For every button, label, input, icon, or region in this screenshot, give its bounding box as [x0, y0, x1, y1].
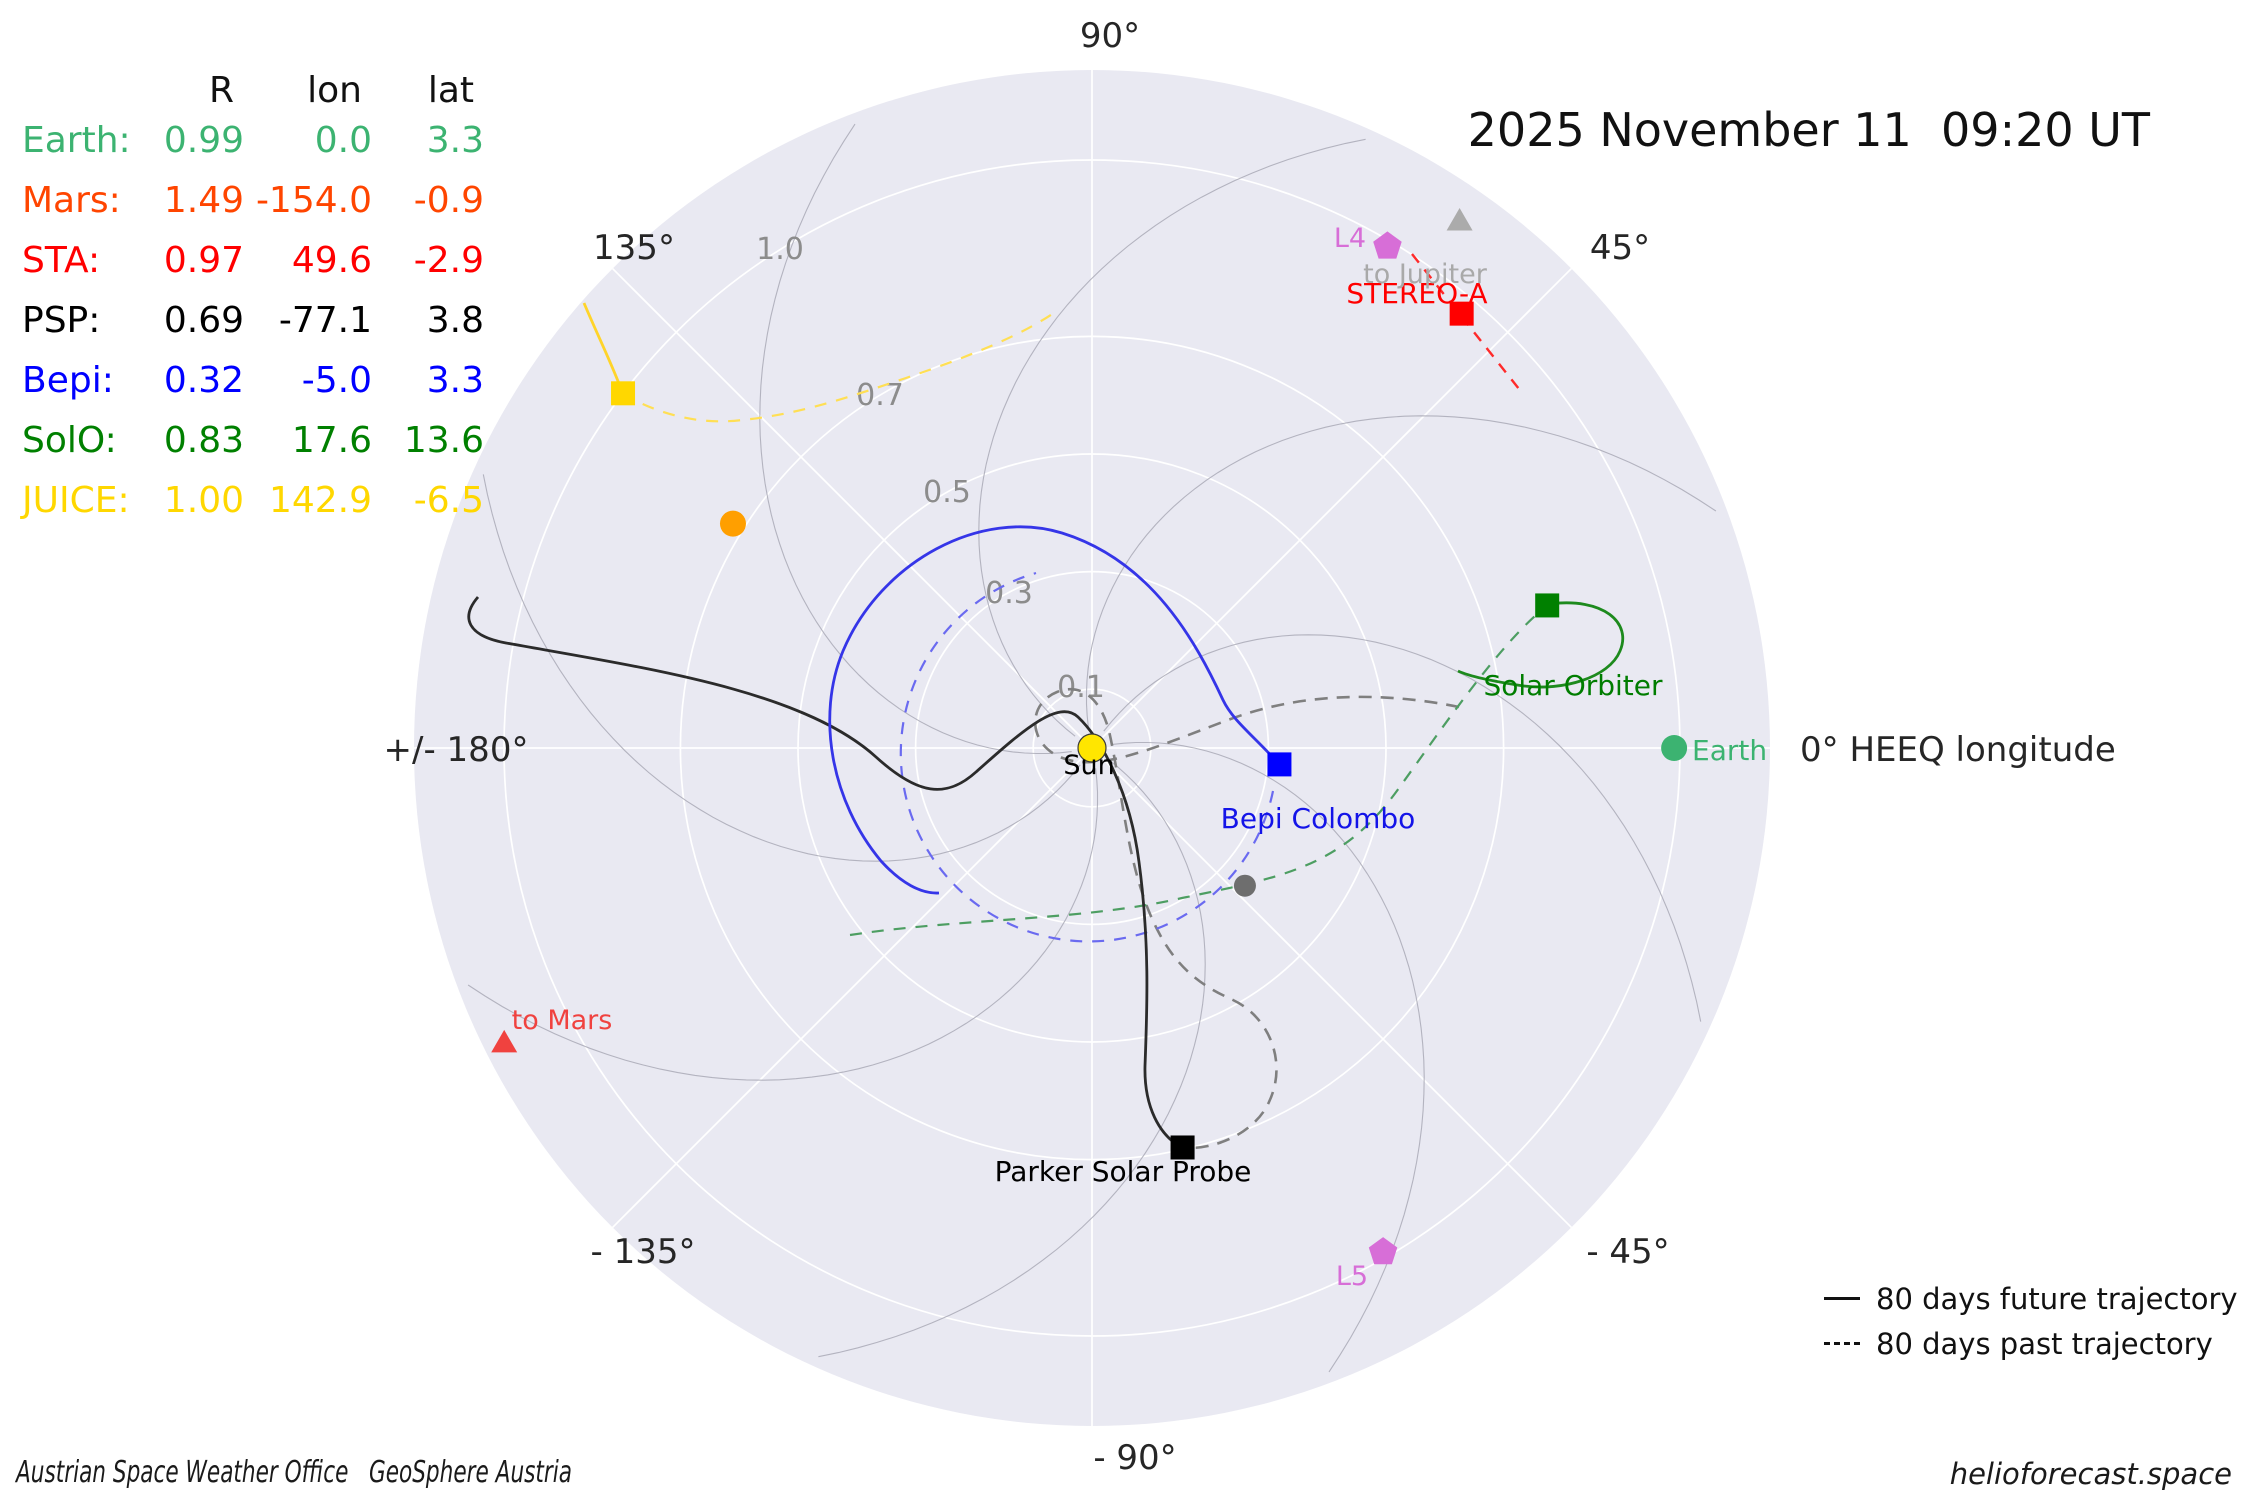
datetime-label: 2025 November 11 09:20 UT	[1467, 103, 2150, 157]
table-header-lat: lat	[427, 69, 474, 111]
trajectory-juice-past	[622, 309, 1059, 423]
object-label-Earth: Earth	[1692, 734, 1767, 767]
marker-to-jupiter	[1446, 208, 1473, 231]
grid-spoke-45	[1091, 267, 1573, 749]
trajectory-bepi-past	[899, 571, 1275, 943]
parker-spiral-line	[1085, 415, 1717, 728]
marker-JUICE	[611, 381, 636, 406]
solid-line-icon	[1824, 1297, 1860, 1300]
trajectory-psp-future	[467, 596, 1184, 1150]
object-label-SolO: Solar Orbiter	[1483, 669, 1663, 702]
legend-past-label: 80 days past trajectory	[1876, 1326, 2213, 1361]
footer-organisation: Austrian Space Weather Office GeoSphere …	[16, 1455, 572, 1490]
table-header-lon: lon	[307, 69, 362, 111]
angle-tick-label: 135°	[593, 228, 675, 268]
parker-spiral-line	[1112, 741, 1425, 1373]
legend-row-future: 80 days future trajectory	[1824, 1276, 2238, 1321]
marker-L5	[1368, 1237, 1398, 1265]
angle-tick-label: 90°	[1080, 16, 1140, 56]
grid-spoke-315	[1091, 747, 1573, 1229]
radial-tick-label-0.1: 0.1	[1057, 670, 1105, 705]
marker-L4	[1373, 231, 1402, 259]
marker-Venus	[719, 510, 746, 537]
radial-tick-label-1.0: 1.0	[756, 232, 804, 267]
object-label-to-jupiter: to Jupiter	[1363, 259, 1488, 290]
marker-Earth	[1661, 735, 1688, 761]
table-row-mars: Mars: 1.49 -154.0 -0.9	[22, 179, 484, 221]
parker-spiral-line	[482, 474, 1081, 862]
footer-website: helioforecast.space	[1949, 1457, 2232, 1491]
grid-spoke-135	[611, 267, 1093, 749]
table-row-bepi: Bepi: 0.32 -5.0 3.3	[22, 359, 484, 401]
legend-row-past: 80 days past trajectory	[1824, 1321, 2238, 1366]
radial-tick-label-0.5: 0.5	[923, 475, 971, 510]
object-label-L4: L4	[1334, 223, 1366, 254]
object-label-PSP: Parker Solar Probe	[995, 1155, 1252, 1188]
angle-tick-label: 45°	[1590, 228, 1650, 268]
angle-tick-label: - 135°	[591, 1232, 696, 1272]
parker-spiral-line	[759, 123, 1072, 755]
marker-Sun	[1077, 733, 1107, 763]
table-row-solo: SolO: 0.83 17.6 13.6	[22, 419, 484, 461]
dashed-line-icon	[1824, 1342, 1860, 1345]
table-row-psp: PSP: 0.69 -77.1 3.8	[22, 299, 484, 341]
table-row-sta: STA: 0.97 49.6 -2.9	[22, 239, 484, 281]
marker-Mercury	[1233, 874, 1256, 897]
object-label-Sun: Sun	[1063, 750, 1114, 781]
trajectory-legend: 80 days future trajectory 80 days past t…	[1824, 1276, 2238, 1366]
marker-to-mars	[491, 1029, 518, 1053]
radial-tick-label-0.3: 0.3	[985, 576, 1033, 611]
legend-future-label: 80 days future trajectory	[1876, 1281, 2238, 1316]
object-label-Bepi: Bepi Colombo	[1221, 802, 1416, 835]
trajectory-bepi-future	[828, 525, 1281, 895]
marker-Bepi	[1267, 752, 1292, 777]
angle-tick-label: - 45°	[1586, 1232, 1669, 1272]
angle-tick-label: +/- 180°	[384, 730, 529, 770]
parker-spiral-line	[467, 768, 1099, 1081]
object-label-STEREO-A: STEREO-A	[1346, 277, 1487, 310]
parker-spiral-line	[818, 759, 1206, 1358]
parker-spiral-line	[1103, 634, 1702, 1022]
marker-STEREO-A	[1449, 301, 1474, 326]
parker-spiral-line	[978, 138, 1366, 737]
object-label-L5: L5	[1336, 1261, 1368, 1292]
angle-tick-label: - 90°	[1093, 1438, 1176, 1478]
grid-spoke-225	[611, 747, 1093, 1229]
trajectory-solo-future	[1457, 601, 1625, 689]
table-row-juice: JUICE: 1.00 142.9 -6.5	[22, 479, 484, 521]
trajectory-solo-past	[849, 603, 1550, 937]
radial-tick-label-0.7: 0.7	[856, 378, 904, 413]
table-header-R: R	[208, 69, 234, 111]
table-row-earth: Earth: 0.99 0.0 3.3	[22, 119, 484, 161]
object-label-to-mars: to Mars	[512, 1005, 613, 1036]
marker-SolO	[1535, 593, 1560, 618]
angle-tick-label: 0° HEEQ longitude	[1800, 730, 2116, 770]
marker-PSP	[1170, 1135, 1195, 1160]
